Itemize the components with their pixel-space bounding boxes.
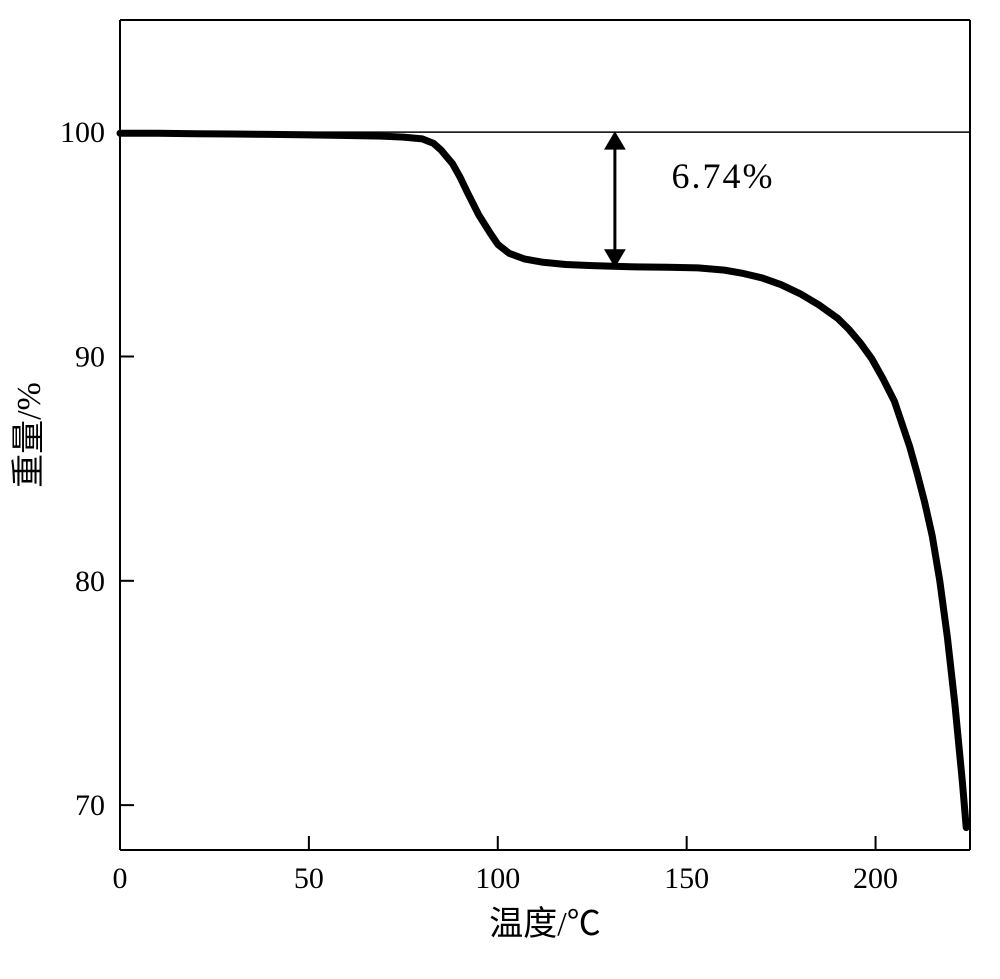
x-tick-label: 150 [664,862,709,895]
y-axis-label: 重量/% [11,382,48,488]
y-tick-label: 80 [75,565,105,598]
tga-chart: 0 50 100 150 200 70 80 90 100 温度/℃ 重量/% 6.74% [0,0,1000,979]
y-tick-label: 70 [75,789,105,822]
x-axis-label: 温度/℃ [489,905,600,943]
y-tick-label: 100 [60,116,105,149]
chart-svg: 0 50 100 150 200 70 80 90 100 温度/℃ 重量/% 6.74% [0,0,1000,979]
annotation-text: 6.74% [672,156,775,196]
x-tick-label: 200 [853,862,898,895]
tga-curve [120,133,966,827]
y-tick-label: 90 [75,340,105,373]
x-tick-label: 50 [294,862,324,895]
x-tick-label: 100 [475,862,520,895]
x-tick-label: 0 [113,862,128,895]
annotation-arrow-head-top [605,132,625,149]
